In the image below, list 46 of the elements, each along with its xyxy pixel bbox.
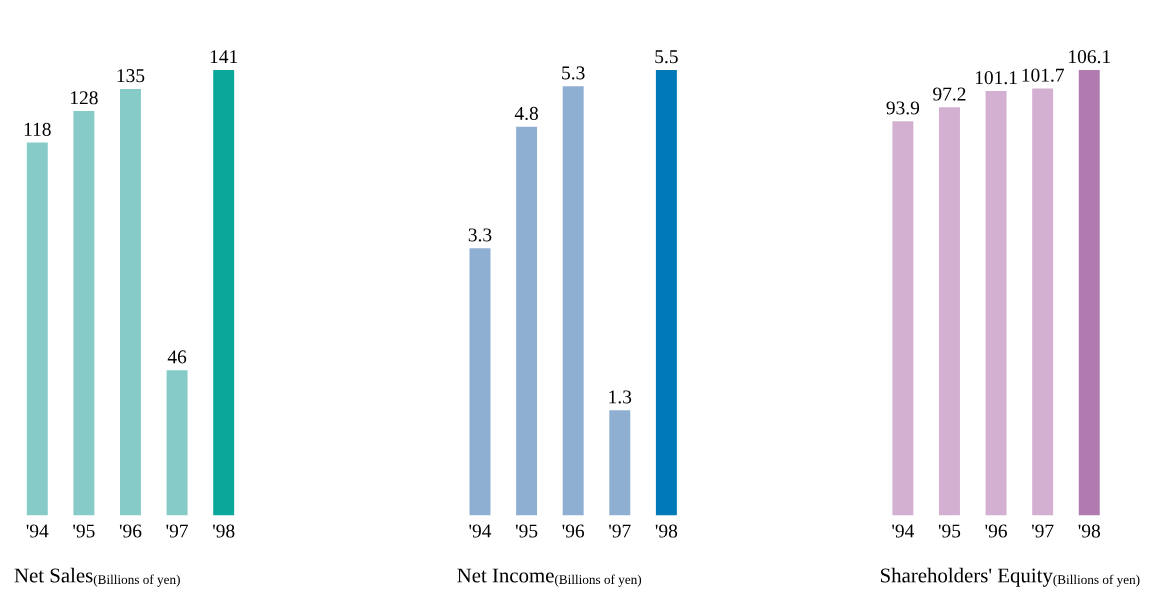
bar (120, 88, 141, 516)
data-label: 46 (167, 350, 187, 364)
data-label: 4.8 (514, 106, 538, 120)
x-tick-label: '95 (515, 524, 538, 538)
x-tick-label: '97 (1032, 524, 1054, 538)
data-label: 5.5 (655, 50, 678, 64)
x-tick-label: '95 (938, 524, 961, 538)
x-tick-label: '96 (562, 524, 585, 538)
data-label: 93.9 (886, 101, 920, 115)
bar (516, 126, 538, 516)
text: Net Income (457, 568, 554, 583)
text: (Billions of yen) (93, 574, 180, 587)
bar (562, 86, 584, 516)
bar (26, 142, 48, 516)
text: Net Sales (14, 567, 93, 583)
data-label: 101.1 (975, 71, 1017, 85)
text: Shareholders' Equity (880, 567, 1053, 587)
data-label: 135 (117, 69, 145, 83)
bar (655, 69, 677, 516)
x-tick-label: '98 (655, 524, 678, 538)
x-tick-label: '98 (1078, 524, 1101, 538)
x-tick-label: '95 (73, 524, 95, 538)
x-tick-label: '97 (609, 524, 631, 538)
x-tick-label: '98 (213, 524, 235, 538)
x-tick-label: '94 (26, 524, 49, 538)
x-tick-label: '96 (119, 524, 142, 538)
x-tick-label: '94 (469, 524, 492, 538)
data-label: 3.3 (468, 228, 492, 242)
bar (609, 410, 631, 516)
data-label: 141 (210, 50, 238, 64)
data-label: 5.3 (562, 66, 585, 80)
bar (73, 111, 95, 516)
bar (166, 370, 188, 516)
x-tick-label: '94 (892, 524, 915, 538)
x-tick-label: '96 (985, 524, 1007, 538)
data-label: 118 (24, 122, 51, 136)
data-label: 101.7 (1022, 68, 1064, 82)
text: (Billions of yen) (1053, 574, 1140, 587)
data-label: 1.3 (609, 390, 632, 404)
data-label: 106.1 (1069, 50, 1110, 64)
data-label: 128 (71, 91, 98, 105)
bar (469, 248, 491, 516)
bar (213, 69, 235, 516)
data-label: 97.2 (933, 87, 966, 101)
text: (Billions of yen) (555, 574, 642, 587)
x-tick-label: '97 (166, 524, 188, 538)
